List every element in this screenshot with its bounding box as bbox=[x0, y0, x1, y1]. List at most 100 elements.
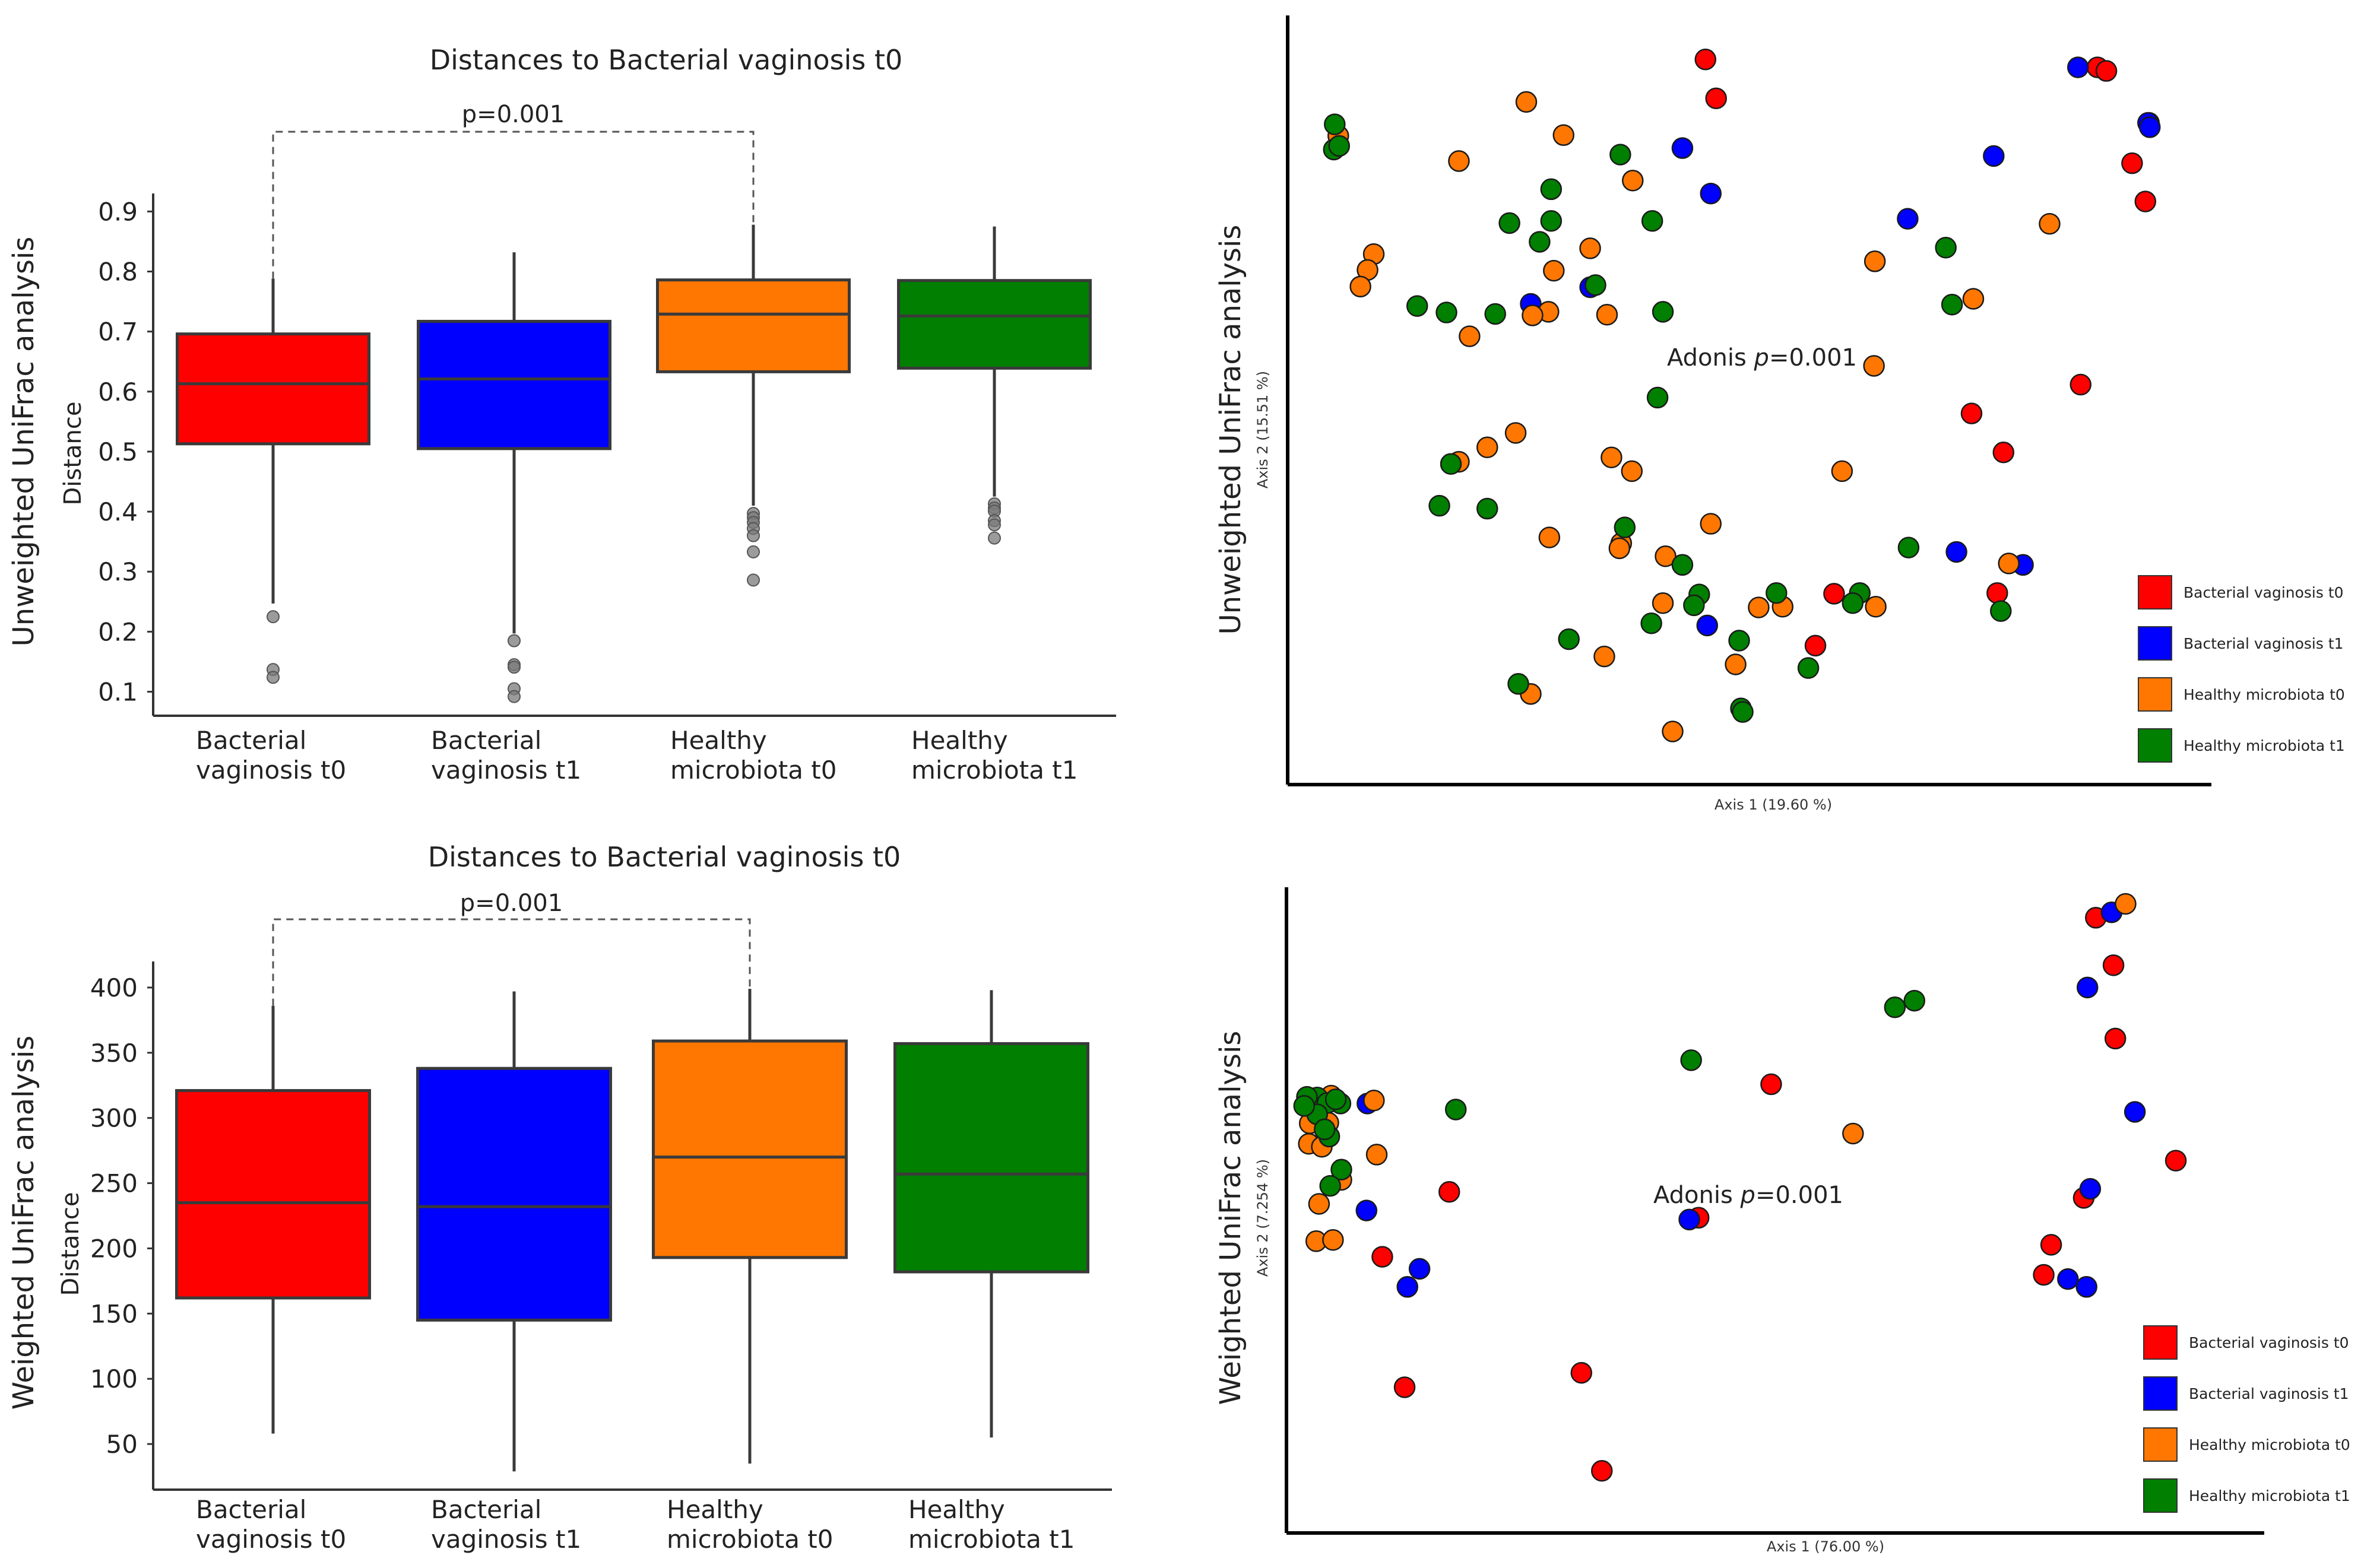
iqr-box bbox=[652, 1039, 848, 1259]
data-point bbox=[1804, 634, 1827, 657]
data-point bbox=[1766, 582, 1788, 604]
data-point bbox=[1884, 996, 1906, 1018]
data-point bbox=[1728, 630, 1750, 652]
category-label: vaginosis t1 bbox=[431, 1525, 581, 1554]
outlier-point bbox=[747, 545, 760, 558]
data-point bbox=[1435, 301, 1457, 323]
legend-label: Bacterial vaginosis t1 bbox=[2189, 1385, 2349, 1402]
data-point bbox=[1608, 537, 1631, 560]
box-bv-t1 bbox=[416, 991, 612, 1472]
y-axis-label: Axis 2 (7.254 %) bbox=[1254, 1159, 1271, 1277]
y-tick-label: 0.9 bbox=[98, 197, 138, 226]
data-point bbox=[1529, 231, 1551, 253]
y-tick-label: 200 bbox=[90, 1234, 138, 1263]
legend-swatch bbox=[2143, 1427, 2178, 1462]
y-tick-label: 50 bbox=[106, 1430, 138, 1459]
data-point bbox=[1678, 1208, 1700, 1231]
legend-label: Healthy microbiota t1 bbox=[2183, 737, 2345, 754]
data-point bbox=[1725, 653, 1747, 675]
significance-bracket bbox=[272, 918, 751, 1006]
category-label: Bacterial bbox=[431, 1495, 541, 1524]
legend: Bacterial vaginosis t0 Bacterial vaginosi… bbox=[2143, 1325, 2350, 1513]
legend-label: Healthy microbiota t0 bbox=[2189, 1436, 2350, 1453]
data-point bbox=[1330, 1158, 1352, 1181]
data-point bbox=[1732, 701, 1754, 723]
data-point bbox=[1680, 1049, 1702, 1071]
plot-area: Adonis p=0.001 Bacterial vaginosis t0Bact… bbox=[1285, 887, 2350, 1535]
legend-label: Healthy microbiota t1 bbox=[2189, 1487, 2350, 1504]
data-point bbox=[1324, 113, 1346, 135]
data-point bbox=[1748, 596, 1770, 618]
data-point bbox=[1662, 720, 1684, 742]
significance-label: p=0.001 bbox=[460, 890, 563, 917]
box-bv-t0 bbox=[176, 278, 370, 684]
data-point bbox=[1986, 582, 2008, 604]
y-axis-label: Distance bbox=[59, 402, 87, 506]
unweighted-pcoa-panel: Unweighted UniFrac analysis Axis 2 (15.5… bbox=[1214, 15, 2345, 813]
data-point bbox=[1579, 237, 1601, 259]
data-point bbox=[1543, 259, 1565, 282]
data-point bbox=[1438, 1180, 1460, 1203]
outer-y-label: Weighted UniFrac analysis bbox=[7, 1036, 40, 1410]
data-point bbox=[1596, 303, 1618, 326]
box-healthy-t0 bbox=[652, 989, 848, 1464]
data-point bbox=[1314, 1118, 1336, 1141]
data-point bbox=[1540, 178, 1563, 201]
data-point bbox=[1683, 594, 1705, 617]
outlier-point bbox=[747, 573, 760, 587]
y-tick-label: 100 bbox=[90, 1364, 138, 1394]
iqr-box bbox=[417, 319, 611, 450]
plot-area: 50100150200250300350400Bacterialvaginosi… bbox=[90, 890, 1112, 1554]
data-point bbox=[1319, 1175, 1341, 1197]
data-point bbox=[1593, 645, 1615, 668]
data-point bbox=[1371, 1246, 1393, 1268]
data-point bbox=[1355, 1199, 1378, 1221]
y-tick-label: 150 bbox=[90, 1299, 138, 1328]
data-point bbox=[1700, 182, 1722, 205]
data-point bbox=[1322, 1229, 1344, 1251]
y-tick-label: 0.8 bbox=[98, 257, 138, 286]
data-point bbox=[1440, 453, 1462, 475]
category-label: Healthy bbox=[670, 726, 767, 755]
data-point bbox=[2139, 116, 2161, 138]
data-point bbox=[1823, 583, 1845, 605]
outer-y-label: Weighted UniFrac analysis bbox=[1214, 1031, 1247, 1405]
data-point bbox=[1705, 87, 1727, 109]
data-point bbox=[1962, 288, 1985, 310]
y-tick-label: 0.6 bbox=[98, 377, 138, 407]
data-point bbox=[1408, 1258, 1431, 1280]
data-point bbox=[1865, 596, 1887, 618]
data-point bbox=[1641, 210, 1663, 232]
data-point bbox=[1308, 1193, 1330, 1215]
iqr-box bbox=[175, 1089, 371, 1300]
data-point bbox=[1448, 150, 1470, 172]
data-point bbox=[1552, 124, 1574, 146]
data-point bbox=[1671, 554, 1694, 576]
data-point bbox=[1983, 145, 2005, 167]
data-point bbox=[1558, 628, 1580, 650]
data-point bbox=[2164, 1150, 2187, 1172]
weighted-pcoa-panel: Weighted UniFrac analysis Axis 2 (7.254 … bbox=[1214, 887, 2350, 1555]
y-tick-label: 400 bbox=[90, 973, 138, 1002]
data-point bbox=[1652, 301, 1674, 323]
y-tick-label: 0.2 bbox=[98, 617, 138, 646]
category-label: Bacterial bbox=[431, 726, 541, 755]
data-point bbox=[1522, 304, 1544, 326]
data-point bbox=[1622, 169, 1644, 192]
data-point bbox=[2121, 152, 2143, 174]
y-tick-label: 0.1 bbox=[98, 678, 138, 707]
significance-label: p=0.001 bbox=[462, 101, 565, 128]
data-point bbox=[1365, 1144, 1388, 1166]
data-point bbox=[1396, 1276, 1418, 1298]
data-point bbox=[1990, 600, 2012, 622]
data-point bbox=[2033, 1264, 2055, 1286]
legend-label: Bacterial vaginosis t0 bbox=[2183, 584, 2344, 601]
box-bv-t1 bbox=[417, 252, 611, 703]
adonis-annotation: Adonis p=0.001 bbox=[1653, 1182, 1843, 1209]
data-point bbox=[1696, 614, 1719, 637]
data-point bbox=[1601, 446, 1622, 469]
data-point bbox=[1992, 442, 2015, 464]
data-point bbox=[2057, 1268, 2079, 1290]
outlier-point bbox=[267, 671, 280, 684]
